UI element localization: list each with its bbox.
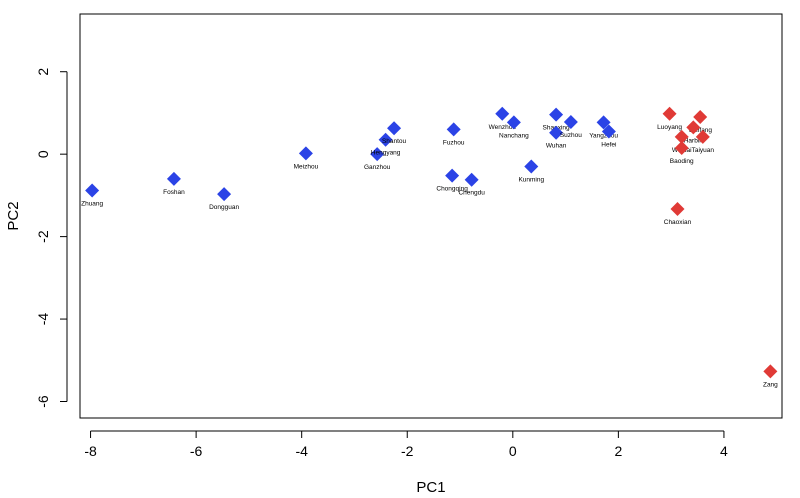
data-point-chengdu	[464, 172, 479, 187]
data-point-hefei	[601, 124, 616, 139]
data-label-zhuang: Zhuang	[81, 200, 103, 207]
data-point-foshan	[166, 171, 181, 186]
data-label-luoyang: Luoyang	[657, 124, 682, 131]
data-point-meizhou	[298, 146, 313, 161]
data-point-weihai	[674, 129, 689, 144]
data-point-chaoxian	[670, 201, 685, 216]
y-tick-label: -6	[35, 395, 51, 408]
data-point-yangzhou	[596, 115, 611, 130]
data-label-suzhou: Suzhou	[560, 132, 582, 139]
data-point-luoyang	[662, 106, 677, 121]
data-point-taiyuan	[695, 129, 710, 144]
data-point-wuhan	[549, 125, 564, 140]
data-point-weifang	[693, 110, 708, 125]
data-point-ganzhou	[370, 147, 385, 162]
data-point-zang	[763, 364, 778, 379]
x-tick-label: -8	[84, 443, 97, 459]
x-tick-label: -6	[190, 443, 203, 459]
data-point-chongqing	[445, 168, 460, 183]
data-label-hengyang: Hengyang	[371, 150, 401, 157]
data-label-shantou: Shantou	[382, 138, 407, 145]
data-point-zhuang	[85, 183, 100, 198]
data-point-fuzhou	[446, 122, 461, 137]
data-label-zang: Zang	[763, 381, 778, 388]
y-tick-label: 2	[35, 68, 51, 76]
data-point-shaoxing	[549, 107, 564, 122]
data-point-kunming	[524, 159, 539, 174]
data-label-hefei: Hefei	[601, 141, 616, 148]
x-tick-label: 0	[509, 443, 517, 459]
data-label-nanchang: Nanchang	[499, 132, 529, 139]
data-label-chaoxian: Chaoxian	[664, 219, 692, 226]
x-tick-label: 4	[720, 443, 728, 459]
y-axis-title: PC2	[5, 201, 22, 230]
data-label-kunming: Kunming	[518, 177, 544, 184]
x-tick-label: -2	[401, 443, 414, 459]
data-points: Zhuang Foshan Dongguan Meizhou Ganzhou Hengya…	[81, 106, 778, 388]
data-label-fuzhou: Fuzhou	[443, 139, 465, 146]
data-label-weifang: Weifang	[688, 127, 712, 134]
data-point-suzhou	[563, 115, 578, 130]
data-point-baoding	[674, 140, 689, 155]
data-label-dongguan: Dongguan	[209, 204, 239, 211]
data-point-hengyang	[378, 132, 393, 147]
data-point-dongguan	[217, 187, 232, 202]
data-label-taiyuan: Taiyuan	[692, 147, 715, 154]
data-label-meizhou: Meizhou	[294, 163, 319, 170]
data-point-harbin	[686, 120, 701, 135]
plot-frame	[79, 13, 783, 419]
y-tick-label: 0	[35, 150, 51, 158]
data-label-chongqing: Chongqing	[436, 186, 468, 193]
data-label-wenzhou: Wenzhou	[489, 124, 517, 131]
data-label-wuhan: Wuhan	[546, 143, 567, 150]
y-tick-label: -4	[35, 313, 51, 326]
data-label-harbin: Harbin	[684, 137, 704, 144]
data-point-nanchang	[506, 115, 521, 130]
data-point-shantou	[387, 121, 402, 136]
data-label-yangzhou: Yangzhou	[589, 132, 618, 139]
data-label-foshan: Foshan	[163, 189, 185, 196]
x-tick-label: 2	[614, 443, 622, 459]
data-point-wenzhou	[495, 106, 510, 121]
data-label-ganzhou: Ganzhou	[364, 164, 391, 171]
axes: -8 -6 -4 -2 0 2 4 -6 -4 -2 0 2	[35, 68, 728, 459]
x-tick-label: -4	[295, 443, 308, 459]
y-tick-label: -2	[35, 230, 51, 243]
data-label-baoding: Baoding	[670, 158, 694, 165]
x-axis-title: PC1	[416, 479, 445, 496]
data-label-chengdu: Chengdu	[458, 190, 485, 197]
